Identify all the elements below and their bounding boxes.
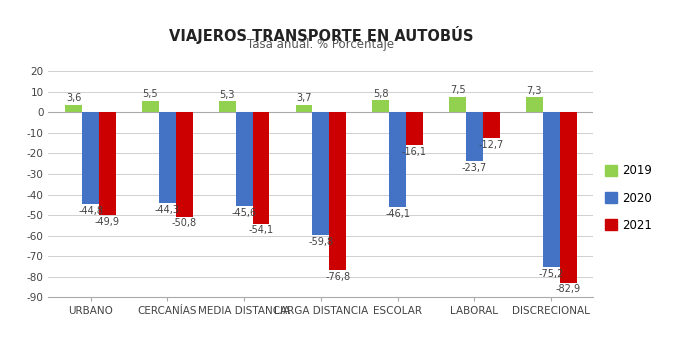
- Text: -46,1: -46,1: [385, 209, 410, 219]
- Text: 3,6: 3,6: [66, 93, 81, 103]
- Text: 5,8: 5,8: [373, 89, 388, 99]
- Bar: [176, 112, 193, 217]
- Text: -23,7: -23,7: [462, 163, 487, 173]
- Bar: [99, 112, 116, 215]
- Text: -45,6: -45,6: [232, 208, 257, 218]
- Text: -44,8: -44,8: [78, 206, 103, 216]
- Bar: [466, 112, 483, 161]
- Bar: [295, 105, 313, 112]
- Text: -49,9: -49,9: [95, 217, 120, 226]
- Bar: [235, 112, 253, 206]
- Bar: [406, 112, 423, 145]
- Bar: [560, 112, 577, 283]
- Text: 7,3: 7,3: [526, 86, 542, 96]
- Text: -50,8: -50,8: [172, 218, 197, 228]
- Text: -16,1: -16,1: [402, 147, 427, 157]
- Bar: [159, 112, 176, 203]
- Bar: [483, 112, 500, 138]
- Text: 3,7: 3,7: [296, 93, 312, 103]
- Bar: [82, 112, 99, 204]
- Bar: [449, 97, 466, 112]
- Text: -12,7: -12,7: [479, 140, 504, 150]
- Text: -82,9: -82,9: [555, 285, 580, 294]
- Text: -59,8: -59,8: [308, 237, 333, 247]
- Text: 5,3: 5,3: [219, 90, 235, 100]
- Text: 7,5: 7,5: [450, 85, 465, 95]
- Bar: [373, 100, 389, 112]
- Legend: 2019, 2020, 2021: 2019, 2020, 2021: [604, 164, 652, 232]
- Text: -75,2: -75,2: [538, 269, 564, 279]
- Bar: [219, 101, 235, 112]
- Bar: [329, 112, 346, 270]
- Text: -54,1: -54,1: [248, 225, 273, 235]
- Text: 5,5: 5,5: [143, 89, 158, 99]
- Text: Tasa anual. % Porcentaje: Tasa anual. % Porcentaje: [247, 39, 395, 51]
- Title: VIAJEROS TRANSPORTE EN AUTOBÚS: VIAJEROS TRANSPORTE EN AUTOBÚS: [168, 26, 473, 44]
- Bar: [543, 112, 560, 267]
- Bar: [142, 101, 159, 112]
- Bar: [313, 112, 329, 235]
- Text: -76,8: -76,8: [325, 272, 351, 282]
- Bar: [65, 105, 82, 112]
- Text: -44,3: -44,3: [155, 205, 180, 215]
- Bar: [253, 112, 269, 223]
- Bar: [526, 97, 543, 112]
- Bar: [389, 112, 406, 207]
